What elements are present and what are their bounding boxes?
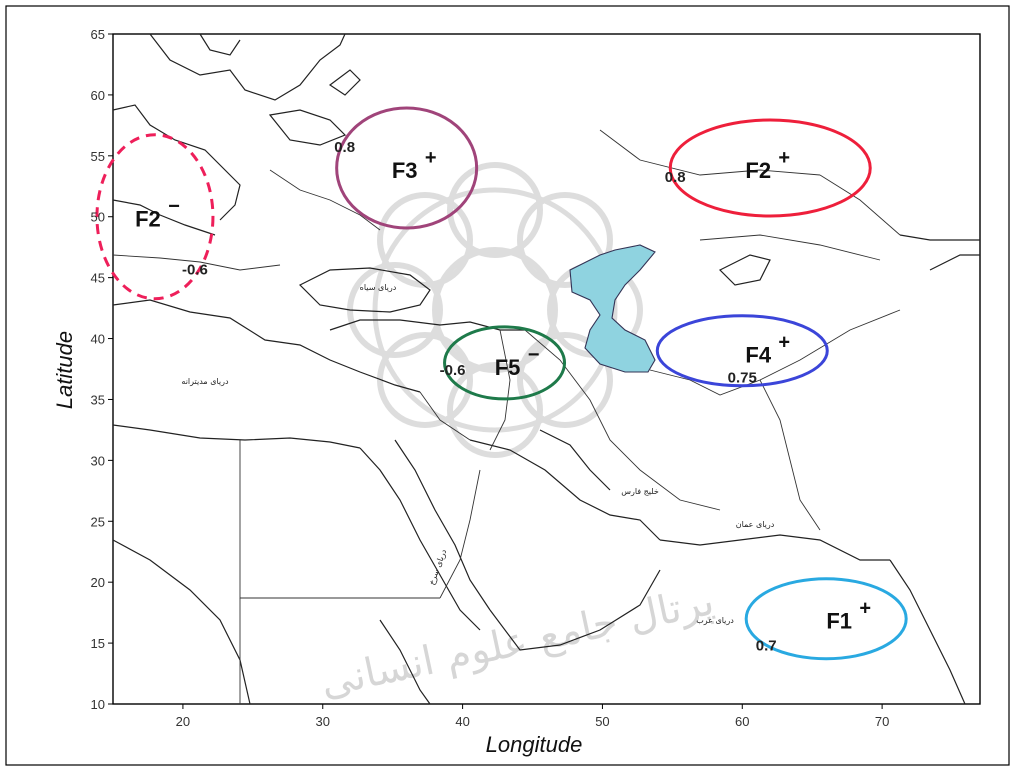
feature-f1-positive: F1 +0.7 [744,577,908,661]
feature-f2-negative: F2 − -0.6 [95,133,215,301]
plot-frame [112,33,981,705]
country-borders [112,129,901,704]
feature-value: 0.8 [334,139,355,156]
x-axis-title: Longitude [486,732,583,757]
y-axis-ticks: 65 60 55 50 45 40 35 30 25 20 15 10 [91,27,113,712]
feature-label: F4 [745,343,771,368]
map-plot-area: پرتال جامع علوم انسانی [95,33,981,706]
y-tick-label: 55 [91,149,105,164]
y-tick-label: 30 [91,453,105,468]
y-axis-title: Latitude [52,331,77,409]
feature-sign: − [528,344,540,366]
feature-f4-positive: F4 +0.75 [655,314,829,388]
feature-sign: + [425,147,437,169]
y-tick-label: 65 [91,27,105,42]
feature-ellipse [335,106,479,230]
x-tick-label: 40 [455,714,469,729]
feature-ellipse [668,118,872,218]
x-axis-ticks: 20 30 40 50 60 70 [176,704,889,729]
label-arabian-sea: دریای عرب [696,616,734,625]
feature-ellipse [443,325,567,401]
x-tick-label: 50 [595,714,609,729]
y-tick-label: 50 [91,210,105,225]
feature-sign: + [778,147,790,169]
y-tick-label: 20 [91,575,105,590]
label-oman-sea: دریای عمان [736,520,775,529]
feature-sign: + [778,332,790,354]
feature-sign: + [859,598,871,620]
feature-f5-negative: F5 − -0.6 [440,325,567,401]
y-tick-label: 40 [91,332,105,347]
coastlines [112,33,980,705]
caspian-sea [569,244,656,373]
y-tick-label: 10 [91,697,105,712]
x-tick-label: 70 [875,714,889,729]
feature-f3-positive: F3 +0.8 [334,106,479,230]
y-tick-label: 25 [91,514,105,529]
x-tick-label: 60 [735,714,749,729]
feature-label: F2 [745,158,771,183]
feature-label: F5 [495,355,521,380]
feature-value: 0.75 [728,370,757,387]
y-tick-label: 35 [91,392,105,407]
watermark-rosette [347,162,643,458]
feature-label: F3 [392,158,418,183]
feature-label: F1 [826,609,852,634]
y-tick-label: 60 [91,88,105,103]
x-tick-label: 20 [176,714,190,729]
y-tick-label: 45 [91,271,105,286]
x-tick-label: 30 [316,714,330,729]
label-mediterranean: دریای مدیترانه [181,377,229,386]
label-persian-gulf: خلیج فارس [621,487,659,496]
feature-ellipse [655,314,829,388]
feature-label: F2 [135,207,161,232]
feature-f2-positive: F2 +0.8 [665,118,872,218]
feature-value: -0.6 [182,262,208,279]
feature-value: 0.7 [756,638,777,655]
y-tick-label: 15 [91,636,105,651]
label-black-sea: دریای سیاه [360,283,397,292]
feature-sign: − [168,196,180,218]
feature-ellipse [744,577,908,661]
feature-value: -0.6 [440,362,466,379]
feature-ellipse [95,133,215,301]
feature-value: 0.8 [665,169,686,186]
